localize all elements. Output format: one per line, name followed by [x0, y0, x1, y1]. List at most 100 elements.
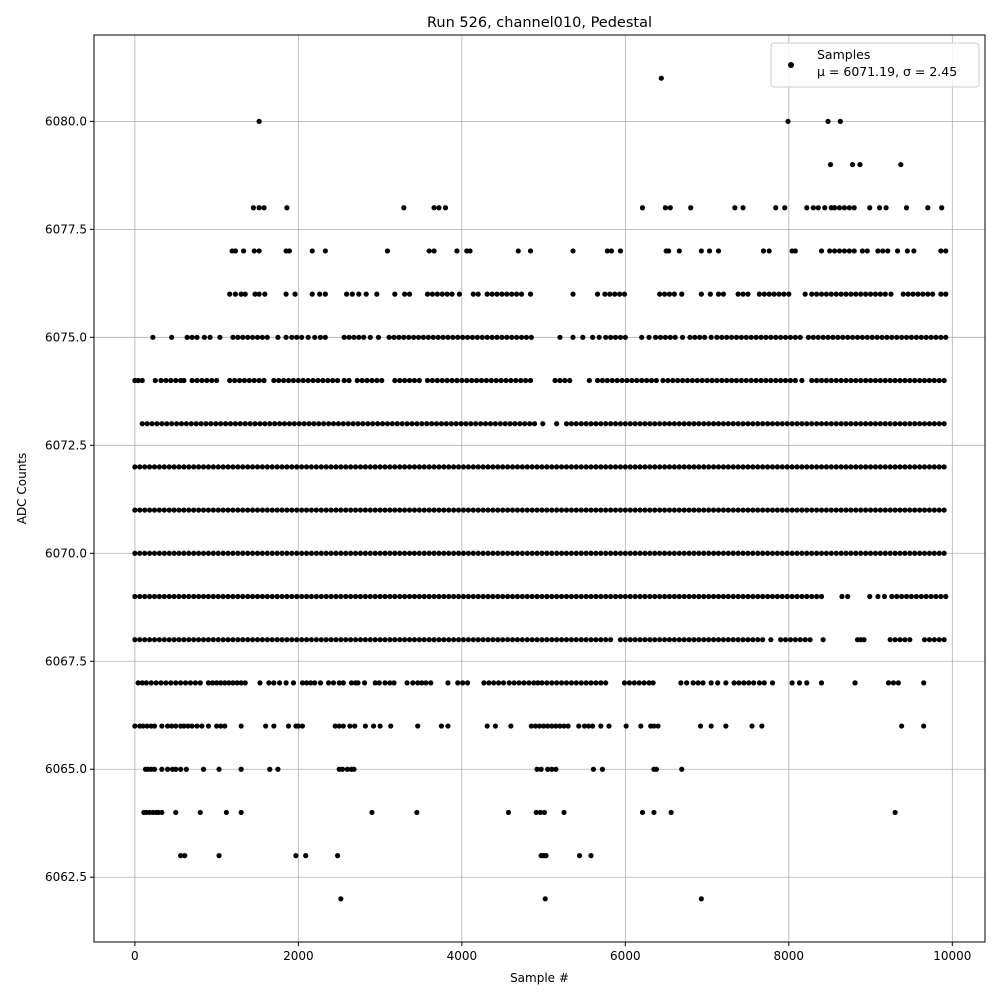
- data-point: [171, 464, 177, 470]
- data-point: [707, 291, 713, 297]
- data-point: [267, 421, 273, 427]
- data-point: [159, 809, 165, 816]
- data-point: [853, 291, 859, 297]
- data-point: [534, 464, 540, 470]
- data-point: [666, 421, 673, 427]
- data-point: [661, 464, 668, 470]
- data-point: [872, 421, 879, 427]
- data-point: [647, 637, 653, 643]
- data-point: [724, 377, 730, 384]
- data-point: [899, 334, 905, 340]
- data-point: [658, 75, 664, 81]
- data-point: [205, 593, 212, 600]
- data-point: [657, 464, 663, 470]
- data-point: [396, 334, 402, 340]
- data-point: [549, 766, 555, 772]
- data-point: [245, 334, 251, 340]
- data-point: [135, 377, 141, 384]
- data-point: [760, 550, 766, 556]
- data-point: [506, 680, 512, 686]
- data-point: [687, 334, 693, 340]
- data-point: [686, 550, 692, 556]
- data-point: [809, 507, 815, 513]
- data-point: [531, 421, 538, 427]
- data-point: [639, 809, 646, 816]
- data-point: [220, 464, 226, 470]
- data-point: [892, 550, 898, 556]
- data-point: [668, 809, 674, 816]
- data-point: [169, 421, 175, 427]
- data-point: [608, 464, 614, 470]
- y-tick-label: 6067.5: [45, 654, 87, 668]
- data-point: [377, 507, 383, 513]
- data-point: [697, 334, 703, 340]
- data-point: [943, 291, 949, 297]
- data-point: [367, 464, 373, 470]
- data-point: [178, 853, 184, 859]
- data-point: [885, 248, 891, 254]
- data-point: [357, 637, 364, 643]
- data-point: [581, 723, 588, 729]
- data-point: [699, 377, 705, 384]
- data-point: [171, 550, 177, 556]
- data-point: [688, 205, 694, 211]
- data-point: [275, 334, 281, 340]
- data-point: [598, 421, 604, 427]
- data-point: [679, 291, 685, 297]
- data-point: [317, 291, 323, 297]
- data-point: [743, 334, 749, 340]
- data-point: [351, 334, 357, 340]
- data-point: [863, 507, 869, 513]
- data-point: [156, 550, 162, 556]
- data-point: [262, 421, 268, 427]
- data-point: [899, 593, 905, 600]
- data-point: [690, 680, 696, 686]
- data-point: [643, 377, 650, 384]
- data-point: [740, 550, 746, 556]
- data-point: [622, 507, 628, 513]
- data-point: [518, 291, 525, 297]
- data-point: [336, 680, 342, 686]
- data-point: [697, 723, 704, 729]
- data-point: [189, 377, 195, 384]
- data-point: [475, 507, 481, 513]
- data-point: [892, 507, 898, 513]
- data-point: [632, 637, 638, 643]
- data-point: [926, 637, 933, 643]
- data-point: [200, 464, 207, 470]
- data-point: [416, 550, 422, 556]
- data-point: [828, 377, 834, 384]
- data-point: [622, 550, 628, 556]
- data-point: [436, 637, 442, 643]
- data-point: [237, 421, 243, 427]
- data-point: [436, 205, 442, 211]
- data-point: [281, 421, 288, 427]
- data-point: [271, 723, 277, 729]
- data-point: [344, 766, 351, 772]
- data-point: [402, 593, 408, 600]
- data-point: [676, 464, 682, 470]
- data-point: [657, 637, 663, 643]
- data-point: [612, 421, 619, 427]
- data-point: [490, 464, 496, 470]
- data-point: [240, 550, 246, 556]
- data-point: [606, 723, 612, 729]
- data-point: [877, 291, 883, 297]
- data-point: [303, 550, 310, 556]
- data-point: [852, 680, 858, 686]
- data-point: [499, 334, 505, 340]
- data-point: [441, 637, 447, 643]
- data-point: [215, 507, 221, 513]
- data-point: [760, 464, 766, 470]
- data-point: [363, 291, 369, 297]
- data-point: [284, 464, 290, 470]
- data-point: [166, 464, 172, 470]
- data-point: [348, 680, 355, 686]
- data-point: [558, 550, 565, 556]
- data-point: [740, 464, 746, 470]
- data-point: [912, 550, 918, 556]
- data-point: [460, 334, 466, 340]
- data-point: [638, 723, 644, 729]
- data-point: [210, 550, 216, 556]
- data-point: [509, 550, 516, 556]
